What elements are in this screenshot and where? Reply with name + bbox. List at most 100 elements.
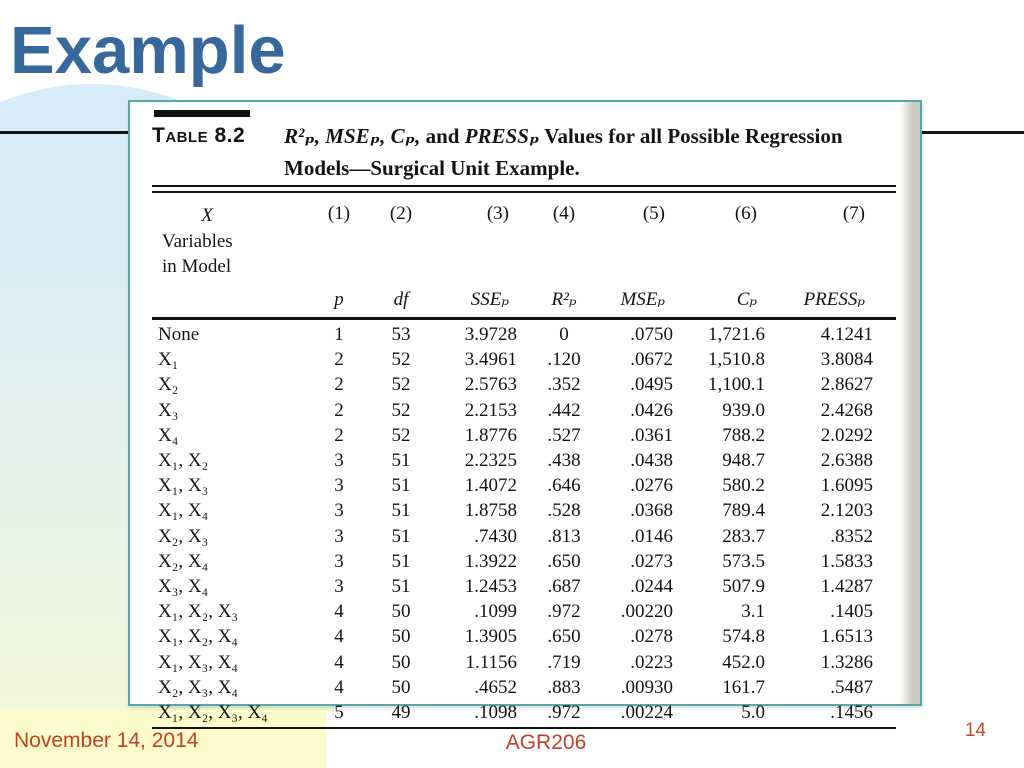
cell-model: X₁, X₂, X₄ — [158, 626, 239, 648]
cell-sse: 1.4072 — [464, 475, 517, 497]
table-row: X₂ 2 52 2.5763 .352 .0495 1,100.1 2.8627 — [152, 372, 910, 397]
table-row: X₂, X₄ 3 51 1.3922 .650 .0273 573.5 1.5833 — [152, 549, 910, 574]
cell-mse: .0438 — [630, 450, 673, 472]
cell-press: 2.6388 — [820, 450, 873, 472]
table-row: X₁, X₂, X₃ 4 50 .1099 .972 .00220 3.1 .1405 — [152, 599, 910, 624]
cell-cp: 507.9 — [722, 576, 765, 598]
cell-df: 51 — [391, 550, 411, 572]
column-number: (4) — [552, 203, 576, 224]
cell-model: X₁, X₂, X₃, X₄ — [158, 702, 268, 724]
cell-r2: .650 — [547, 626, 581, 648]
cell-mse: .0368 — [630, 500, 673, 522]
column-number: (6) — [734, 203, 757, 224]
table-row: X₁, X₂, X₄ 4 50 1.3905 .650 .0278 574.8 1.6513 — [152, 624, 910, 649]
cell-sse: .4652 — [474, 676, 517, 698]
table-row: X₁, X₄ 3 51 1.8758 .528 .0368 789.4 2.1203 — [152, 498, 910, 523]
cell-press: 2.4268 — [820, 399, 873, 421]
cell-press: 2.1203 — [820, 500, 873, 522]
cell-p: 2 — [334, 424, 344, 446]
model-header-in-model: in Model — [162, 256, 232, 278]
table-caption: R²ₚ, MSEₚ, Cₚ, and PRESSₚ Values for all… — [284, 124, 843, 180]
cell-df: 52 — [391, 349, 411, 371]
cell-model: X₁ — [158, 349, 179, 371]
column-header-model: X Variables in Model — [152, 203, 302, 315]
column-label: df — [393, 289, 409, 310]
cell-p: 4 — [334, 626, 344, 648]
cell-sse: .1098 — [474, 702, 517, 724]
cell-p: 2 — [334, 374, 344, 396]
cell-p: 3 — [334, 525, 344, 547]
cell-cp: 1,510.8 — [708, 349, 765, 371]
cell-p: 3 — [334, 500, 344, 522]
column-label: PRESSₚ — [803, 289, 865, 310]
model-header-variables: Variables — [162, 230, 233, 252]
cell-model: None — [158, 324, 200, 345]
cell-sse: .1099 — [474, 601, 517, 623]
footer-date-box — [0, 710, 326, 768]
cell-press: 1.5833 — [820, 550, 873, 572]
cell-cp: 283.7 — [722, 525, 765, 547]
cell-df: 49 — [391, 702, 411, 724]
cell-mse: .00220 — [620, 601, 673, 623]
cell-mse: .0276 — [630, 475, 673, 497]
cell-model: X₄ — [158, 424, 179, 446]
cell-cp: 573.5 — [722, 550, 765, 572]
cell-df: 51 — [391, 576, 411, 598]
table-row: X₃ 2 52 2.2153 .442 .0426 939.0 2.4268 — [152, 398, 910, 423]
header-rule — [152, 317, 896, 320]
cell-r2: .883 — [547, 676, 581, 698]
cell-model: X₃ — [158, 399, 179, 421]
cell-p: 2 — [334, 349, 344, 371]
cell-df: 51 — [391, 450, 411, 472]
table-row: X₃, X₄ 3 51 1.2453 .687 .0244 507.9 1.4287 — [152, 574, 910, 599]
cell-press: 4.1241 — [820, 324, 873, 345]
bottom-rule — [152, 727, 896, 730]
footer-date: November 14, 2014 — [14, 729, 199, 752]
table-row: X₁, X₃ 3 51 1.4072 .646 .0276 580.2 1.6095 — [152, 473, 910, 498]
column-header-df: (2) df — [376, 203, 426, 315]
cell-cp: 580.2 — [722, 475, 765, 497]
cell-df: 52 — [391, 424, 411, 446]
cell-sse: 2.2325 — [464, 450, 517, 472]
table-row: None 1 53 3.9728 0 .0750 1,721.6 4.1241 — [152, 322, 910, 347]
cell-sse: 3.4961 — [464, 349, 517, 371]
cell-cp: 788.2 — [722, 424, 765, 446]
cell-r2: .972 — [547, 601, 581, 623]
cell-sse: 1.8776 — [464, 424, 517, 446]
cell-model: X₂, X₃ — [158, 525, 209, 547]
table-row: X₁, X₂ 3 51 2.2325 .438 .0438 948.7 2.6388 — [152, 448, 910, 473]
cell-sse: 1.1156 — [465, 651, 517, 673]
cell-p: 1 — [334, 324, 344, 345]
table-row: X₁, X₂, X₃, X₄ 5 49 .1098 .972 .00224 5.0 .1456 — [152, 700, 910, 725]
cell-p: 4 — [334, 651, 344, 673]
cell-r2: .687 — [547, 576, 581, 598]
cell-cp: 948.7 — [722, 450, 765, 472]
column-header-sse: (3) SSEₚ — [426, 203, 521, 315]
column-number: (2) — [389, 203, 413, 224]
footer-course: AGR206 — [505, 731, 587, 754]
cell-df: 50 — [391, 651, 411, 673]
cell-mse: .0273 — [630, 550, 673, 572]
cell-press: 2.8627 — [820, 374, 873, 396]
page-title: Example — [10, 13, 286, 88]
cell-r2: .438 — [547, 450, 581, 472]
table-body: None 1 53 3.9728 0.0750 1,721.6 4.1241 X₁ 2 52 3.4… — [152, 322, 910, 725]
cell-p: 3 — [334, 475, 344, 497]
cell-mse: .0426 — [630, 399, 673, 421]
table-row: X₁ 2 52 3.4961 .120 .0672 1,510.8 3.8084 — [152, 347, 910, 372]
cell-model: X₂ — [158, 374, 179, 396]
caption-rule — [152, 185, 896, 193]
cell-df: 50 — [391, 626, 411, 648]
column-number: (3) — [486, 203, 509, 224]
column-number: (7) — [842, 203, 865, 224]
table-row: X₄ 2 52 1.8776 .527 .0361 788.2 2.0292 — [152, 423, 910, 448]
table-scan-image: Table 8.2 R²ₚ, MSEₚ, Cₚ, and PRESSₚ Valu… — [128, 100, 922, 730]
cell-press: 3.8084 — [820, 349, 873, 371]
cell-press: .1405 — [830, 601, 873, 623]
cell-press: 1.3286 — [820, 651, 873, 673]
column-header-press: (7) PRESSₚ — [769, 203, 877, 315]
cell-sse: 3.9728 — [464, 324, 517, 345]
cell-df: 52 — [391, 374, 411, 396]
column-label: R²ₚ — [551, 289, 577, 310]
cell-model: X₁, X₃ — [158, 475, 209, 497]
